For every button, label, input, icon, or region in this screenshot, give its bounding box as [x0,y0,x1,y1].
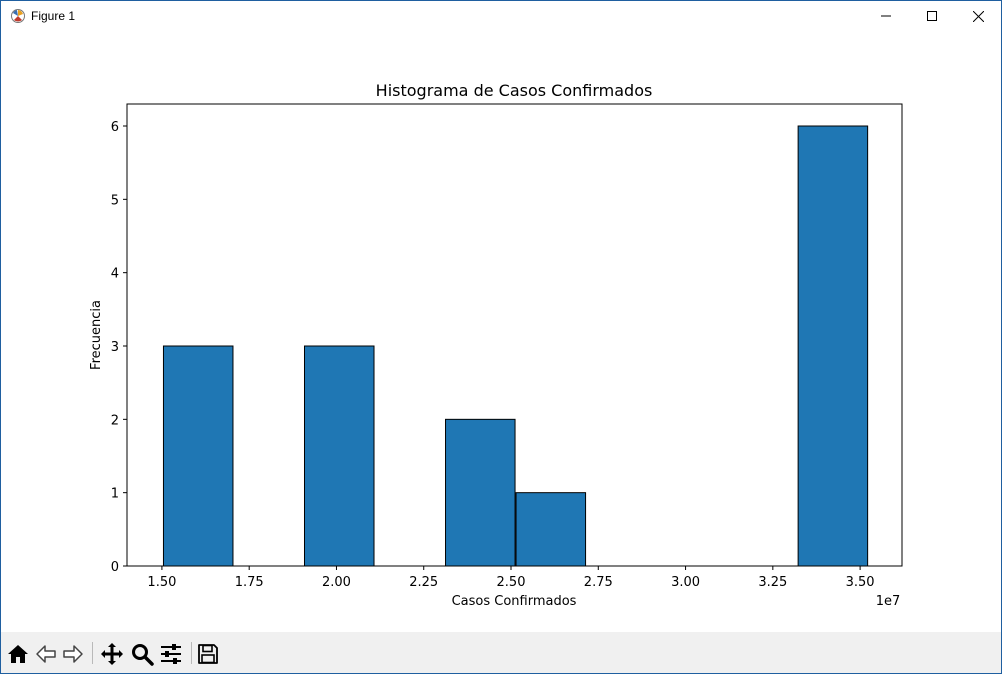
x-tick-label: 3.00 [671,575,700,590]
toolbar-separator [92,642,93,664]
minimize-button[interactable] [863,1,909,31]
x-axis-offset-label: 1e7 [876,594,901,609]
histogram-chart: Histograma de Casos Confirmados 1.50 1.75… [89,81,903,609]
forward-button[interactable] [60,641,86,667]
maximize-icon [927,11,937,21]
y-tick-label: 5 [111,193,119,208]
y-tick-label: 0 [111,560,119,575]
x-tick-label: 2.75 [584,575,613,590]
close-button[interactable] [955,1,1001,31]
y-axis-ticks: 0 1 2 3 4 5 6 [111,120,127,575]
y-tick-label: 2 [111,413,119,428]
arrow-right-icon [63,645,83,663]
histogram-bar [303,345,375,567]
x-tick-label: 1.75 [235,575,264,590]
y-tick-label: 3 [111,340,119,355]
move-icon [101,643,123,665]
save-button[interactable] [195,641,221,667]
histogram-bar [162,345,234,567]
magnifier-icon [132,644,154,666]
y-axis-label: Frecuencia [89,300,104,370]
x-tick-label: 2.25 [409,575,438,590]
y-tick-label: 1 [111,487,119,502]
back-button[interactable] [33,641,59,667]
toolbar-separator [191,642,192,664]
window-title: Figure 1 [31,9,76,23]
navigation-toolbar [1,632,1001,673]
home-icon [8,645,28,663]
y-tick-label: 6 [111,120,119,135]
zoom-button[interactable] [129,641,155,667]
x-tick-label: 1.50 [147,575,176,590]
histogram-bar [797,125,869,567]
pan-button[interactable] [99,641,125,667]
figure-canvas[interactable]: Histograma de Casos Confirmados 1.50 1.75… [1,31,1001,632]
plot-frame [126,103,903,567]
chart-title: Histograma de Casos Confirmados [376,81,653,100]
x-axis-label: Casos Confirmados [452,594,577,609]
home-button[interactable] [5,641,31,667]
matplotlib-icon [11,9,25,23]
arrow-left-icon [36,645,56,663]
sliders-icon [161,644,181,664]
x-tick-label: 2.00 [322,575,351,590]
floppy-disk-icon [198,644,218,664]
x-tick-label: 3.25 [758,575,787,590]
y-tick-label: 4 [111,267,119,282]
x-tick-label: 2.50 [497,575,526,590]
minimize-icon [881,15,891,17]
histogram-bar [515,492,587,567]
histogram-bar [445,418,516,567]
configure-subplots-button[interactable] [158,641,184,667]
close-icon [972,10,984,22]
title-bar[interactable]: Figure 1 [1,1,1001,31]
histogram-bars [162,125,869,567]
x-axis-ticks: 1.50 1.75 2.00 2.25 2.50 2.75 3.00 3.25 3.50 [147,566,875,590]
maximize-button[interactable] [909,1,955,31]
x-tick-label: 3.50 [846,575,875,590]
